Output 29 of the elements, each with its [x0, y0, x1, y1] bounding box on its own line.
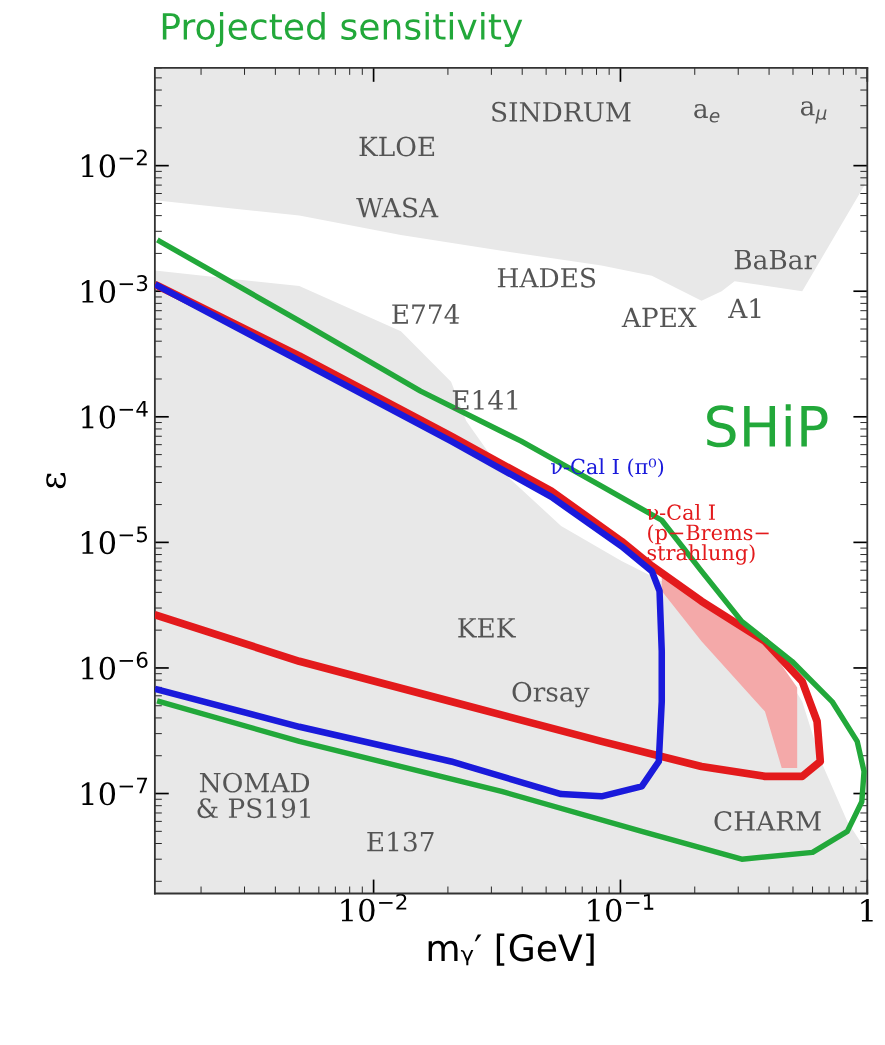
annotation: APEX [621, 307, 697, 327]
y-tick-label: 10$^{−5}$ [81, 526, 148, 555]
annotation: a$_{e}$ [694, 103, 720, 123]
x-axis-title: mᵧ′ [GeV] [428, 933, 594, 966]
y-tick-label: 10$^{−4}$ [81, 400, 148, 429]
annotation: a$_{μ}$ [800, 101, 827, 124]
annotation: Orsay [512, 681, 590, 708]
annotation: BaBar [734, 249, 817, 270]
annotation: HADES [497, 267, 596, 288]
x-tick-label: 10$^{−1}$ [588, 894, 654, 922]
annotation: E137 [367, 831, 434, 852]
annotation: E141 [452, 389, 518, 410]
x-tick-label: 1 [861, 898, 873, 922]
y-axis-title: ε [46, 473, 66, 489]
x-tick-label: 10$^{−2}$ [341, 893, 407, 922]
chart-title: Projected sensitivity [162, 12, 523, 48]
annotation: KEK [458, 618, 516, 638]
y-tick-label: 10$^{−6}$ [81, 651, 148, 680]
series-label: SHiP [707, 404, 828, 448]
y-tick-label: 10$^{−7}$ [81, 777, 148, 806]
annotation: NOMAD & PS191 [197, 772, 310, 819]
y-tick-label: 10$^{−3}$ [81, 275, 148, 304]
annotation: SINDRUM [492, 101, 631, 122]
annotation: E774 [392, 304, 460, 324]
annotation: WASA [356, 197, 439, 218]
annotation: CHARM [714, 811, 821, 831]
annotation: KLOE [359, 136, 435, 157]
annotation: A1 [728, 298, 761, 318]
y-tick-label: 10$^{−2}$ [81, 149, 147, 178]
